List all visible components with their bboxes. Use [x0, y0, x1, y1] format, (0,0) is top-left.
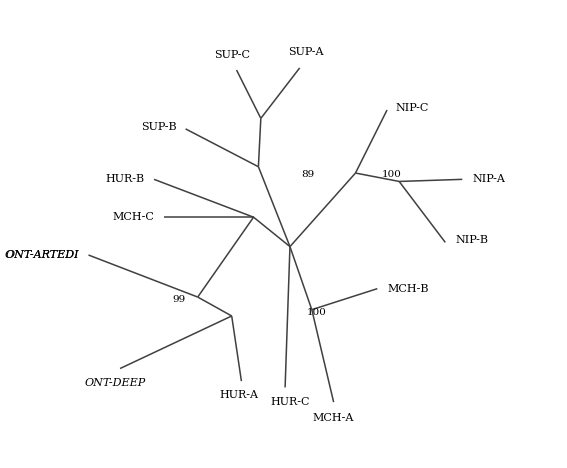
Text: SUP-C: SUP-C: [214, 50, 249, 59]
Text: MCH-A: MCH-A: [313, 413, 354, 423]
Text: NIP-C: NIP-C: [396, 103, 429, 113]
Text: HUR-C: HUR-C: [270, 397, 310, 407]
Text: NIP-A: NIP-A: [472, 175, 505, 184]
Text: MCH-C: MCH-C: [112, 212, 154, 222]
Text: HUR-A: HUR-A: [219, 390, 259, 401]
Text: ONT-​ARTEDI: ONT-​ARTEDI: [5, 250, 79, 260]
Text: ONT-DEEP: ONT-DEEP: [84, 378, 146, 388]
Text: HUR-B: HUR-B: [105, 175, 145, 184]
Text: SUP-A: SUP-A: [287, 47, 323, 58]
Text: 100: 100: [382, 170, 402, 179]
Text: MCH-B: MCH-B: [387, 284, 429, 293]
Text: SUP-B: SUP-B: [141, 122, 177, 132]
Text: 100: 100: [307, 307, 327, 316]
Text: 99: 99: [172, 295, 185, 304]
Text: NIP-B: NIP-B: [455, 235, 488, 245]
Text: ONT-ARTEDI: ONT-ARTEDI: [5, 250, 79, 260]
Text: 89: 89: [301, 169, 314, 178]
